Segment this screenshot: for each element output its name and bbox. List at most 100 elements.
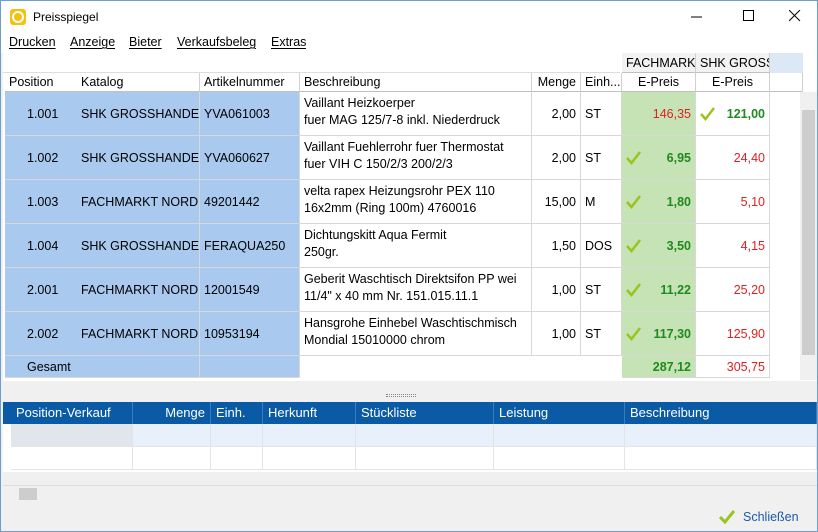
detail-column-header[interactable]: Leistung <box>494 402 625 424</box>
row-quantity: 1,00 <box>532 312 581 356</box>
best-price-check <box>626 282 641 297</box>
detail-cell <box>625 424 817 447</box>
row-quantity: 2,00 <box>532 136 581 180</box>
detail-cell <box>356 424 494 447</box>
detail-column-header[interactable]: Position-Verkauf <box>11 402 133 424</box>
row-description: Hansgrohe Einhebel Waschtischmisch Mondia… <box>300 312 532 356</box>
row-description: Vaillant Heizkoerper fuer MAG 125/7-8 ink… <box>300 92 532 136</box>
close-label: Schließen <box>743 510 799 524</box>
column-header[interactable]: E-Preis <box>622 73 696 92</box>
title-bar: Preisspiegel <box>1 1 817 33</box>
row-catalog: FACHMARKT NORD <box>77 268 200 312</box>
window-title: Preisspiegel <box>33 10 99 24</box>
row-article: 10953194 <box>200 312 300 356</box>
detail-cell <box>494 424 625 447</box>
row-unit: ST <box>581 92 622 136</box>
row-article: YVA061003 <box>200 92 300 136</box>
row-article: FERAQUA250 <box>200 224 300 268</box>
description-line: fuer MAG 125/7-8 inkl. Niederdruck <box>304 113 500 127</box>
description-line: 250gr. <box>304 245 339 259</box>
column-header[interactable]: E-Preis <box>696 73 770 92</box>
detail-column-header[interactable]: Stückliste <box>356 402 494 424</box>
row-price: 121,00 <box>696 92 770 136</box>
menu-item[interactable]: Drucken <box>9 35 56 49</box>
detail-cell <box>263 424 356 447</box>
row-description: Vaillant Fuehlerrohr fuer Thermostat fuer… <box>300 136 532 180</box>
detail-column-header[interactable]: Herkunft <box>263 402 356 424</box>
v-scroll-thumb[interactable] <box>802 110 815 355</box>
row-article: YVA060627 <box>200 136 300 180</box>
detail-cell <box>263 447 356 470</box>
menu-item[interactable]: Extras <box>271 35 307 49</box>
row-position: 1.004 <box>5 224 78 268</box>
check-icon <box>719 510 735 524</box>
row-catalog: SHK GROSSHANDEL <box>77 136 200 180</box>
menu-item[interactable]: Verkaufsbeleg <box>177 35 257 49</box>
best-price-check <box>700 106 715 121</box>
row-price: 117,30 <box>622 312 696 356</box>
row-price: 1,80 <box>622 180 696 224</box>
total-label: Gesamt <box>5 356 78 378</box>
row-price: 125,90 <box>696 312 770 356</box>
row-catalog: SHK GROSSHANDEL <box>77 92 200 136</box>
detail-cell <box>211 447 263 470</box>
detail-cell <box>133 447 211 470</box>
close-button[interactable]: Schließen <box>719 506 811 528</box>
total-price: 287,12 <box>622 356 696 378</box>
detail-column-header[interactable]: Beschreibung <box>625 402 817 424</box>
row-quantity: 2,00 <box>532 92 581 136</box>
splitter[interactable] <box>386 394 416 397</box>
supplier-header: SHK GROSSH <box>696 53 770 73</box>
best-price-check <box>626 194 641 209</box>
h-scrollbar[interactable] <box>3 485 817 502</box>
description-line: Geberit Waschtisch Direktsifon PP wei <box>304 272 517 286</box>
row-unit: M <box>581 180 622 224</box>
row-description: Dichtungskitt Aqua Fermit 250gr. <box>300 224 532 268</box>
detail-cell <box>11 447 133 470</box>
row-unit: ST <box>581 268 622 312</box>
row-position: 1.003 <box>5 180 78 224</box>
header-filler <box>3 53 620 73</box>
close[interactable] <box>789 10 801 22</box>
best-price-check <box>626 238 641 253</box>
row-position: 2.001 <box>5 268 78 312</box>
row-description: velta rapex Heizungsrohr PEX 110 16x2mm (… <box>300 180 532 224</box>
row-price: 6,95 <box>622 136 696 180</box>
total-price: 305,75 <box>696 356 770 378</box>
column-header[interactable]: Katalog <box>77 73 200 92</box>
header-filler <box>770 53 803 73</box>
row-description: Geberit Waschtisch Direktsifon PP wei 11/… <box>300 268 532 312</box>
column-header[interactable]: Menge <box>532 73 581 92</box>
best-price-check <box>626 150 641 165</box>
column-header[interactable]: Artikelnummer <box>200 73 300 92</box>
row-quantity: 15,00 <box>532 180 581 224</box>
scroll-thumb[interactable] <box>19 488 37 500</box>
description-line: fuer VIH C 150/2/3 200/2/3 <box>304 157 453 171</box>
detail-cell <box>356 447 494 470</box>
row-catalog: SHK GROSSHANDEL <box>77 224 200 268</box>
row-unit: DOS <box>581 224 622 268</box>
column-header[interactable]: Einh... <box>581 73 622 92</box>
menu-item[interactable]: Anzeige <box>70 35 116 49</box>
row-article: 49201442 <box>200 180 300 224</box>
detail-cell <box>133 424 211 447</box>
row-position: 2.002 <box>5 312 78 356</box>
description-line: Dichtungskitt Aqua Fermit <box>304 228 447 242</box>
row-price: 11,22 <box>622 268 696 312</box>
app-icon <box>10 9 26 25</box>
row-catalog: FACHMARKT NORD <box>77 180 200 224</box>
column-header[interactable]: Position <box>5 73 78 92</box>
column-header[interactable]: Beschreibung <box>300 73 532 92</box>
column-header <box>770 73 803 92</box>
maximize[interactable] <box>743 10 755 22</box>
row-price: 146,35 <box>622 92 696 136</box>
total-empty <box>77 356 200 378</box>
detail-column-header[interactable]: Einh. <box>211 402 263 424</box>
detail-column-header[interactable]: Menge <box>133 402 211 424</box>
detail-cell <box>625 447 817 470</box>
menu-item[interactable]: Bieter <box>129 35 162 49</box>
row-price: 5,10 <box>696 180 770 224</box>
minimize[interactable] <box>691 11 703 23</box>
description-line: Vaillant Fuehlerrohr fuer Thermostat <box>304 140 504 154</box>
